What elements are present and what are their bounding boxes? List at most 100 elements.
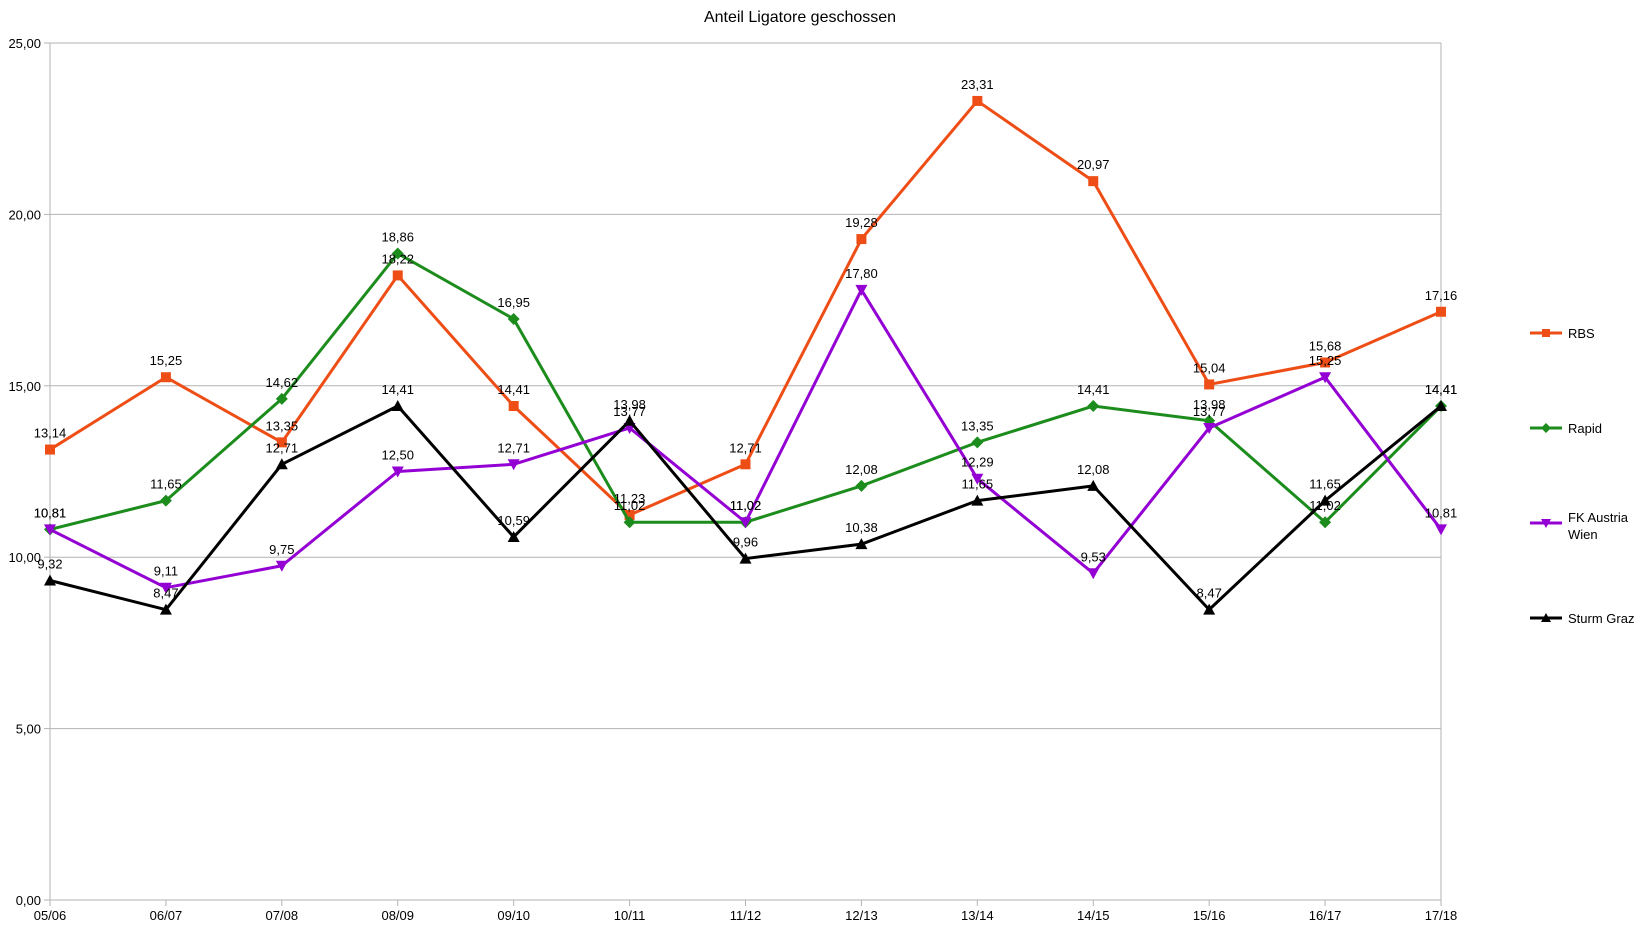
data-point-sturm-graz bbox=[1319, 494, 1332, 506]
grid bbox=[50, 42, 1441, 901]
x-tick-label: 10/11 bbox=[614, 908, 646, 923]
y-tick-label: 20,00 bbox=[8, 207, 41, 222]
legend-marker-fk-austria-wien bbox=[1541, 519, 1551, 528]
data-label-rapid: 11,02 bbox=[1309, 498, 1341, 513]
data-label-rbs: 18,22 bbox=[381, 251, 414, 266]
data-point-rapid bbox=[1087, 400, 1100, 413]
series-line-rapid bbox=[49, 251, 1443, 531]
legend-marker-sturm-graz bbox=[1541, 613, 1551, 622]
x-tick-label: 07/08 bbox=[266, 908, 299, 923]
data-label-rapid: 18,86 bbox=[381, 229, 414, 244]
data-label-rapid: 11,65 bbox=[150, 477, 182, 492]
data-label-fk-austria-wien: 9,53 bbox=[1081, 549, 1106, 564]
data-label-rapid: 12,08 bbox=[845, 462, 878, 477]
data-label-fk-austria-wien: 17,80 bbox=[845, 266, 878, 281]
series-lines bbox=[44, 95, 1447, 615]
data-label-rapid: 16,95 bbox=[497, 295, 530, 310]
data-label-fk-austria-wien: 15,25 bbox=[1309, 353, 1342, 368]
data-point-rbs bbox=[740, 459, 751, 470]
data-label-sturm-graz: 10,59 bbox=[497, 513, 530, 528]
data-point-rapid bbox=[275, 392, 288, 405]
data-label-sturm-graz: 10,38 bbox=[845, 520, 878, 535]
data-label-rbs: 14,41 bbox=[497, 382, 530, 397]
data-point-rbs bbox=[276, 437, 287, 448]
y-tick-label: 5,00 bbox=[16, 722, 41, 737]
axes: 0,00 5,00 10,00 15,00 20,00 25,00 05/06 06/07 07… bbox=[8, 36, 1457, 923]
data-point-rbs bbox=[624, 510, 635, 521]
x-tick-label: 11/12 bbox=[730, 908, 762, 923]
data-label-fk-austria-wien: 11,02 bbox=[730, 498, 762, 513]
data-label-rbs: 13,14 bbox=[34, 426, 67, 441]
data-label-rapid: 13,98 bbox=[1193, 397, 1226, 412]
data-label-fk-austria-wien: 13,77 bbox=[613, 404, 646, 419]
data-point-sturm-graz bbox=[44, 574, 56, 586]
data-point-fk-austria-wien bbox=[159, 582, 172, 594]
legend-item-sturm-graz: Sturm Graz bbox=[1530, 611, 1634, 626]
data-point-sturm-graz bbox=[739, 552, 752, 564]
data-point-sturm-graz bbox=[1435, 400, 1447, 412]
data-point-sturm-graz bbox=[275, 458, 288, 470]
data-point-rbs bbox=[1436, 306, 1446, 317]
data-point-sturm-graz bbox=[1203, 603, 1216, 615]
data-point-sturm-graz bbox=[855, 538, 868, 550]
data-point-rapid bbox=[623, 516, 636, 529]
x-tick-label: 16/17 bbox=[1309, 908, 1342, 923]
legend: RBS Rapid FK Austria Wien Sturm Graz bbox=[1530, 326, 1634, 626]
data-label-rapid: 13,35 bbox=[961, 418, 994, 433]
data-point-rbs bbox=[856, 234, 867, 245]
data-label-fk-austria-wien: 13,77 bbox=[1193, 404, 1226, 419]
data-label-rapid: 11,02 bbox=[614, 498, 646, 513]
data-label-sturm-graz: 13,98 bbox=[613, 397, 646, 412]
legend-label-fk-austria-wien: Wien bbox=[1568, 527, 1598, 542]
legend-marker-rapid bbox=[1541, 423, 1551, 433]
data-label-sturm-graz: 11,65 bbox=[962, 477, 994, 492]
data-point-fk-austria-wien bbox=[1435, 524, 1447, 536]
x-tick-label: 15/16 bbox=[1193, 908, 1226, 923]
legend-label-rbs: RBS bbox=[1568, 326, 1595, 341]
data-point-rapid bbox=[971, 436, 984, 449]
data-label-rbs: 17,16 bbox=[1425, 288, 1458, 303]
y-tick-label: 25,00 bbox=[8, 36, 41, 51]
data-point-rbs bbox=[508, 401, 519, 412]
data-label-sturm-graz: 12,71 bbox=[266, 440, 299, 455]
data-label-rbs: 15,68 bbox=[1309, 338, 1342, 353]
data-labels: 13,14 15,25 13,35 18,22 14,41 11,23 12,71 19,28… bbox=[34, 77, 1458, 601]
data-point-fk-austria-wien bbox=[1203, 422, 1216, 434]
x-tick-label: 06/07 bbox=[150, 908, 183, 923]
x-tick-label: 14/15 bbox=[1077, 908, 1110, 923]
legend-item-fk-austria-wien: FK Austria Wien bbox=[1530, 510, 1629, 542]
data-point-rbs bbox=[1088, 176, 1099, 187]
data-point-sturm-graz bbox=[391, 400, 404, 412]
data-point-rapid bbox=[159, 494, 172, 507]
legend-label-sturm-graz: Sturm Graz bbox=[1568, 611, 1634, 626]
data-label-rbs: 19,28 bbox=[845, 215, 878, 230]
legend-item-rapid: Rapid bbox=[1530, 421, 1602, 436]
data-label-sturm-graz: 11,65 bbox=[1309, 477, 1341, 492]
data-point-fk-austria-wien bbox=[855, 284, 868, 296]
y-tick-label: 15,00 bbox=[8, 379, 41, 394]
data-point-sturm-graz bbox=[971, 494, 984, 506]
data-point-rbs bbox=[1204, 379, 1215, 390]
data-label-sturm-graz: 8,47 bbox=[153, 586, 178, 601]
legend-label-fk-austria-wien: FK Austria bbox=[1568, 510, 1629, 525]
data-label-fk-austria-wien: 10,81 bbox=[34, 505, 67, 520]
data-label-rbs: 20,97 bbox=[1077, 157, 1110, 172]
data-label-fk-austria-wien: 12,29 bbox=[961, 455, 994, 470]
data-point-fk-austria-wien bbox=[275, 560, 288, 572]
legend-label-rapid: Rapid bbox=[1568, 421, 1602, 436]
data-point-fk-austria-wien bbox=[739, 517, 752, 529]
data-label-rbs: 13,35 bbox=[266, 418, 299, 433]
data-label-fk-austria-wien: 12,50 bbox=[381, 448, 414, 463]
x-tick-label: 05/06 bbox=[34, 908, 67, 923]
data-label-sturm-graz: 12,08 bbox=[1077, 462, 1110, 477]
x-tick-label: 08/09 bbox=[381, 908, 414, 923]
legend-marker-rbs bbox=[1542, 329, 1550, 337]
data-point-rapid bbox=[391, 247, 404, 260]
data-label-rapid: 14,62 bbox=[266, 375, 299, 390]
data-label-sturm-graz: 14,41 bbox=[381, 382, 414, 397]
data-label-rapid: 11,02 bbox=[730, 498, 762, 513]
data-label-sturm-graz: 9,96 bbox=[733, 535, 758, 550]
data-point-sturm-graz bbox=[1087, 479, 1100, 491]
data-label-rbs: 23,31 bbox=[961, 77, 994, 92]
